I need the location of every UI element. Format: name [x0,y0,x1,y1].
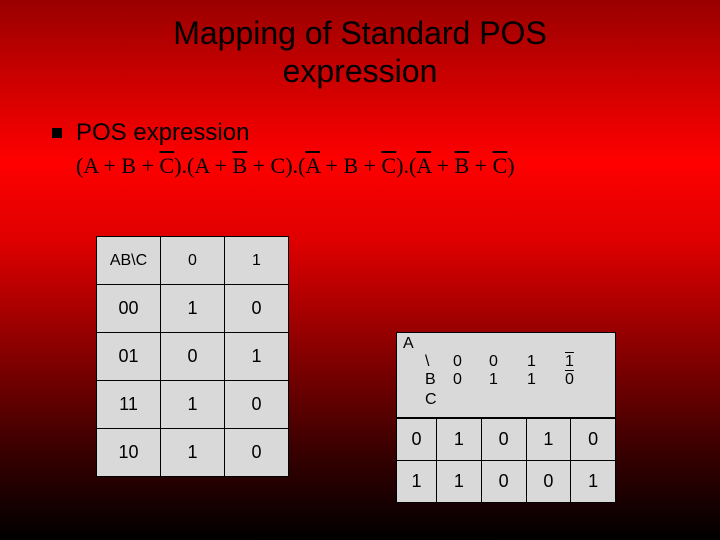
truth-cell: 0 [225,429,289,477]
truth-cell: 00 [97,285,161,333]
kmap-cell: 0 [526,461,571,503]
title-line1: Mapping of Standard POS [173,15,547,51]
expr-seg: + [431,153,454,178]
kmap-colhdr: 0 [453,353,462,371]
expr-seg: + C).( [247,153,305,178]
kmap-C: C [425,391,437,409]
truth-cell: 0 [225,285,289,333]
kmap-B: B [425,371,436,389]
truth-cell: 1 [161,381,225,429]
table-row: AB\C 0 1 [97,237,289,285]
kmap-cell: 1 [437,419,482,461]
kmap-cell: 1 [437,461,482,503]
expr-seg: + [469,153,492,178]
table-row: 1 1 0 0 1 [397,461,616,503]
table-row: 0 1 0 1 0 [397,419,616,461]
kmap-colhdr: 0 [453,371,462,389]
expr-cbar: C [382,153,397,178]
truth-cell: 1 [225,333,289,381]
slide-title: Mapping of Standard POS expression [0,0,720,91]
square-bullet-icon [52,128,62,138]
expr-seg: + B + [320,153,382,178]
expr-bbar: B [232,153,247,178]
truth-cell: 10 [97,429,161,477]
truth-hdr: 1 [225,237,289,285]
kmap-colhdr: 0 [565,371,574,389]
table-row: 01 0 1 [97,333,289,381]
truth-hdr: 0 [161,237,225,285]
kmap-cell: 1 [397,461,437,503]
kmap-colhdr: 1 [565,353,574,371]
kmap-header: A \ B C 0 0 1 1 0 1 1 0 [396,332,616,418]
kmap-cell: 0 [571,419,616,461]
expr-abar: A [416,153,431,178]
kmap-cell: 1 [571,461,616,503]
kmap-colhdr: 1 [527,353,536,371]
kmap-cell: 0 [481,419,526,461]
expr-cbar: C [160,153,175,178]
kmap: A \ B C 0 0 1 1 0 1 1 0 0 1 0 1 0 1 1 0 … [396,332,616,503]
kmap-cell: 0 [397,419,437,461]
truth-hdr: AB\C [97,237,161,285]
kmap-backslash: \ [425,353,429,371]
truth-cell: 11 [97,381,161,429]
table-row: 00 1 0 [97,285,289,333]
truth-cell: 0 [225,381,289,429]
expr-seg: ).(A + [174,153,232,178]
bullet-row: POS expression [52,119,720,147]
kmap-A: A [403,335,414,353]
pos-expression: (A + B + C).(A + B + C).(A + B + C).(A +… [76,153,720,179]
kmap-body: 0 1 0 1 0 1 1 0 0 1 [396,418,616,503]
expr-abar: A [305,153,320,178]
kmap-cell: 0 [481,461,526,503]
expr-bbar: B [454,153,469,178]
table-row: 10 1 0 [97,429,289,477]
kmap-colhdr: 0 [489,353,498,371]
expr-seg: (A + B + [76,153,160,178]
kmap-cell: 1 [526,419,571,461]
expr-cbar: C [493,153,508,178]
expr-seg: ) [507,153,514,178]
kmap-colhdr: 1 [527,371,536,389]
truth-table: AB\C 0 1 00 1 0 01 0 1 11 1 0 10 1 0 [96,236,289,477]
subtitle: POS expression [76,119,249,147]
table-row: 11 1 0 [97,381,289,429]
truth-cell: 1 [161,429,225,477]
truth-cell: 01 [97,333,161,381]
expr-seg: ).( [396,153,416,178]
truth-cell: 1 [161,285,225,333]
truth-cell: 0 [161,333,225,381]
title-line2: expression [283,53,438,89]
kmap-colhdr: 1 [489,371,498,389]
